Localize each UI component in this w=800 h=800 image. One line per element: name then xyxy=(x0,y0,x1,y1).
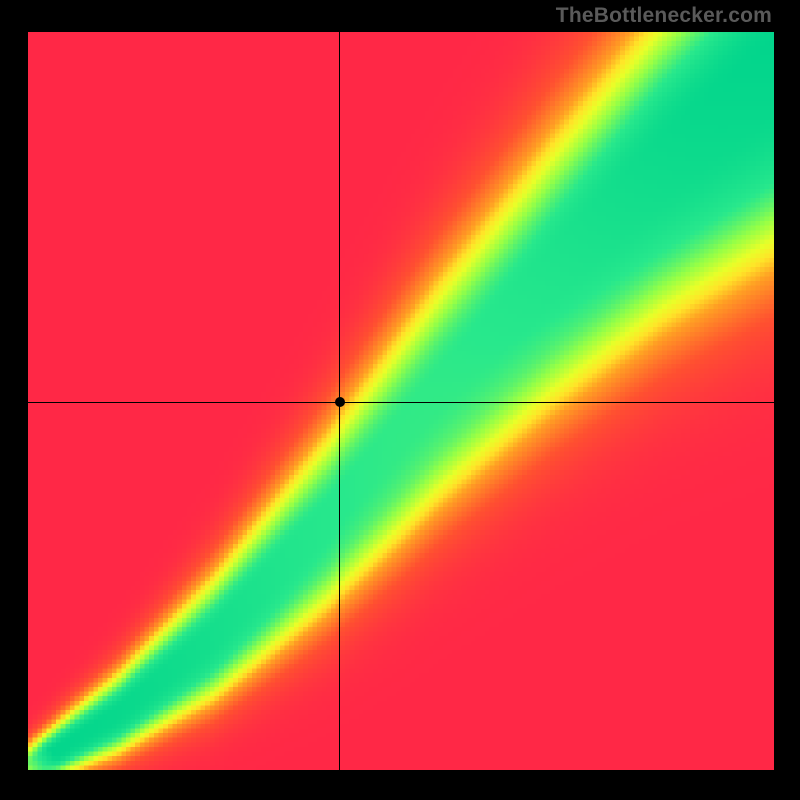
watermark-text: TheBottlenecker.com xyxy=(556,4,772,28)
crosshair-horizontal xyxy=(28,402,774,403)
chart-container: TheBottlenecker.com xyxy=(0,0,800,800)
